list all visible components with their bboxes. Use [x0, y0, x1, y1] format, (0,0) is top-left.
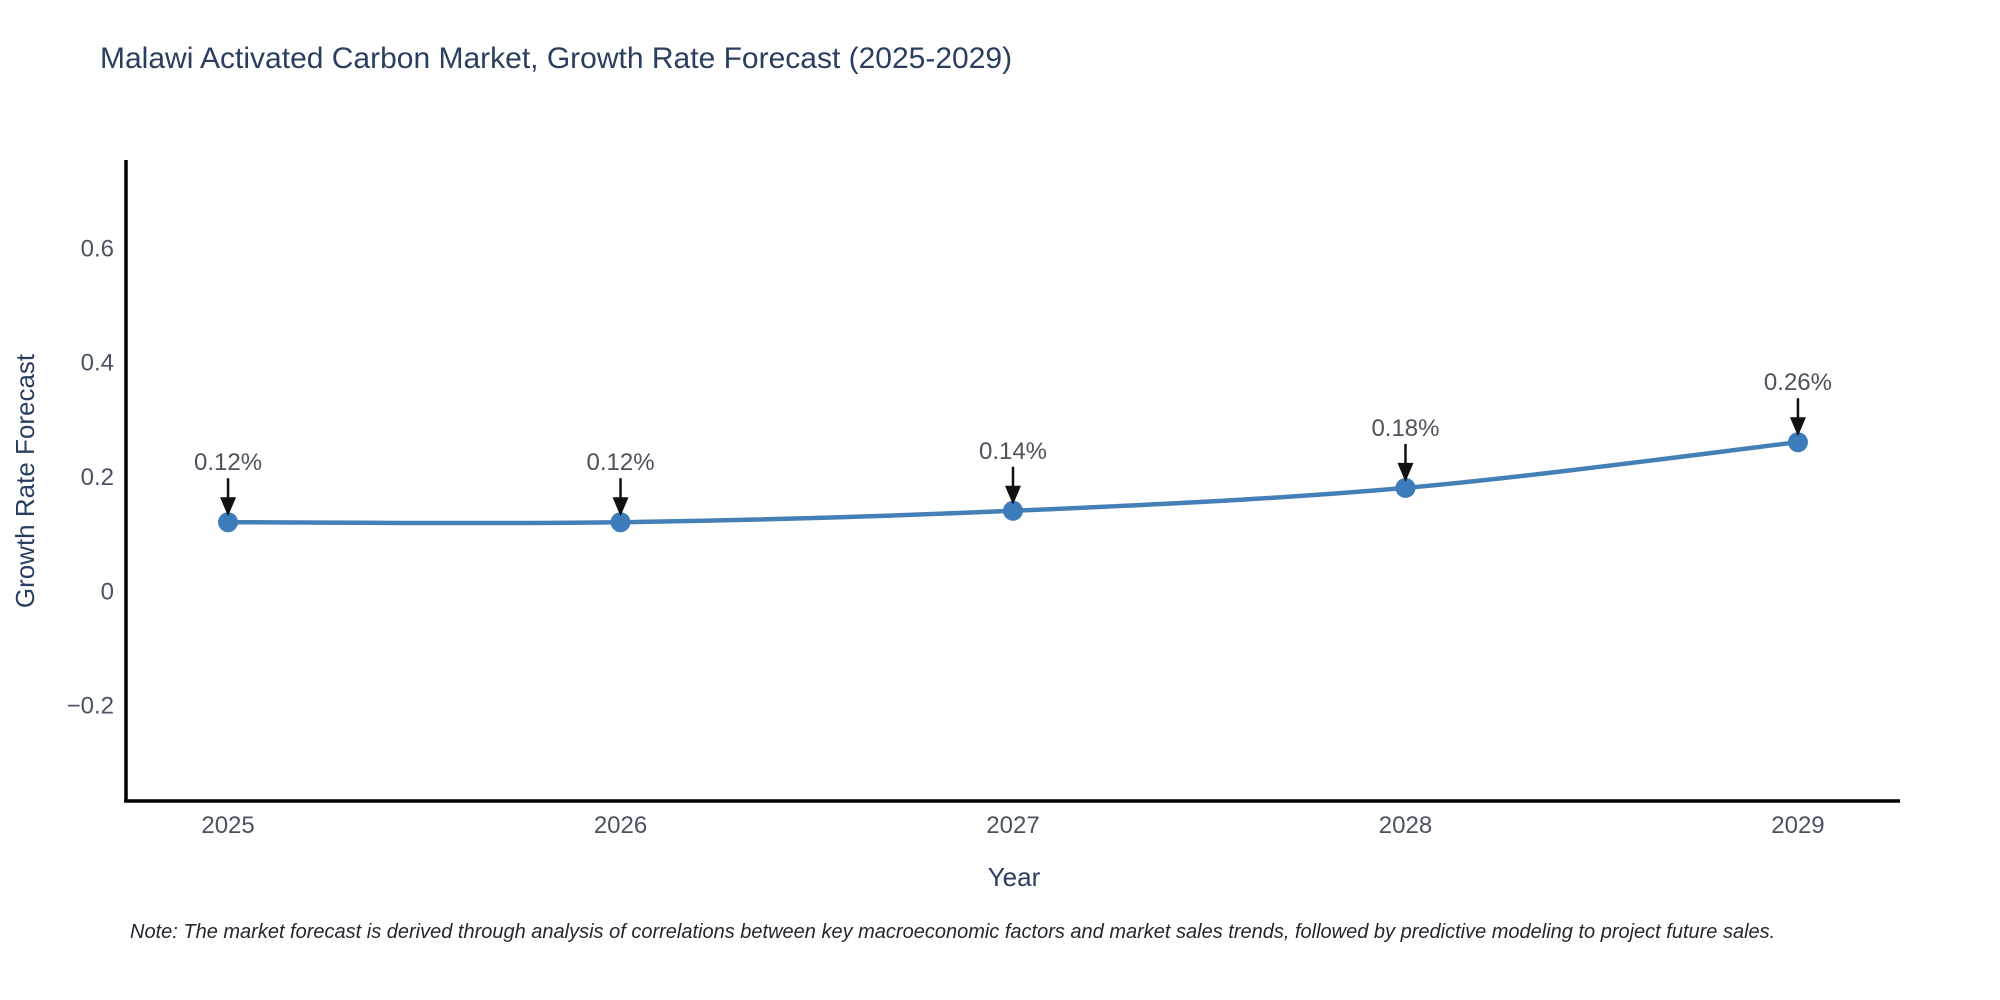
data-point-marker	[218, 512, 239, 533]
y-axis-title: Growth Rate Forecast	[10, 353, 40, 608]
data-point-marker	[1003, 500, 1023, 521]
point-annotations: 0.12% 0.12% 0.14% 0.18% 0.26%	[194, 369, 1832, 517]
data-point-marker	[1395, 477, 1416, 498]
annotation-value-label: 0.12%	[586, 449, 654, 476]
x-tick-label: 2027	[986, 812, 1039, 839]
annotation-value-label: 0.26%	[1764, 369, 1832, 396]
x-tick-label: 2028	[1379, 812, 1432, 839]
annotation-arrowhead-icon	[1789, 417, 1806, 437]
data-point-marker	[610, 512, 631, 533]
y-tick-label: 0.4	[81, 350, 114, 377]
y-tick-label: −0.2	[67, 693, 114, 720]
chart-title: Malawi Activated Carbon Market, Growth R…	[100, 42, 1012, 75]
data-point-marker	[1787, 432, 1808, 453]
x-axis-tick-labels: 2025 2026 2027 2028 2029	[201, 812, 1824, 839]
annotation-value-label: 0.12%	[194, 449, 262, 476]
annotation-arrowhead-icon	[1397, 462, 1414, 482]
y-tick-label: 0	[101, 578, 114, 605]
annotation-arrowhead-icon	[612, 497, 629, 517]
series-plot	[218, 432, 1808, 533]
annotation-value-label: 0.18%	[1371, 415, 1439, 442]
y-tick-label: 0.6	[81, 235, 114, 262]
annotation-arrowhead-icon	[1005, 485, 1021, 505]
y-axis-tick-labels: 0.6 0.4 0.2 0 −0.2	[67, 235, 114, 719]
x-axis-title: Year	[988, 862, 1041, 892]
y-tick-label: 0.2	[81, 464, 114, 491]
annotation-arrowhead-icon	[220, 497, 237, 517]
footnote: Note: The market forecast is derived thr…	[130, 921, 1775, 943]
annotation-value-label: 0.14%	[979, 438, 1047, 465]
x-tick-label: 2025	[201, 812, 254, 839]
x-tick-label: 2026	[594, 812, 647, 839]
x-tick-label: 2029	[1771, 812, 1824, 839]
